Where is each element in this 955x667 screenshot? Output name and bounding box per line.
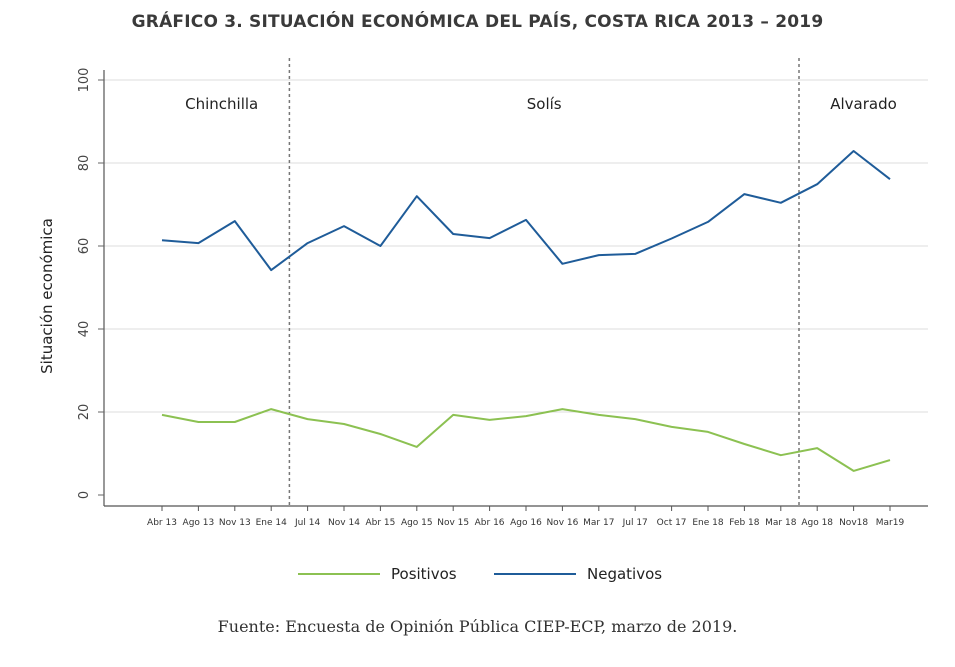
x-tick-label: Mar 18 bbox=[765, 518, 797, 528]
axes bbox=[103, 70, 928, 507]
x-tick-label: Feb 18 bbox=[729, 518, 760, 528]
gridlines bbox=[104, 79, 928, 413]
legend-label: Positivos bbox=[391, 565, 457, 583]
period-label: Alvarado bbox=[830, 95, 897, 113]
y-axis-title: Situación económica bbox=[38, 218, 56, 374]
x-tick-label: Abr 13 bbox=[147, 518, 177, 528]
y-tick-label: 40 bbox=[77, 321, 92, 338]
x-tick-label: Nov 15 bbox=[437, 518, 469, 528]
x-tick-label: Ene 18 bbox=[692, 518, 724, 528]
x-tick-label: Ago 18 bbox=[801, 518, 833, 528]
x-tick-label: Nov 14 bbox=[328, 518, 360, 528]
x-tick-label: Oct 17 bbox=[657, 518, 687, 528]
x-tick-label: Mar19 bbox=[876, 518, 905, 528]
x-tick-label: Jul 14 bbox=[294, 518, 320, 528]
series-line-positivos bbox=[161, 408, 891, 472]
source-note: Fuente: Encuesta de Opinión Pública CIEP… bbox=[217, 617, 738, 636]
x-tick-label: Nov18 bbox=[839, 518, 868, 528]
x-tick-label: Abr 16 bbox=[475, 518, 505, 528]
y-tick-label: 80 bbox=[77, 155, 92, 172]
period-label: Solís bbox=[527, 95, 562, 113]
x-tick-label: Abr 15 bbox=[365, 518, 395, 528]
y-tick-label: 60 bbox=[77, 238, 92, 255]
y-tick-label: 20 bbox=[77, 404, 92, 421]
line-chart: 0 20 40 60 80 100 Abr 13 Ago 13 Nov 13 Ene 14 Jul… bbox=[38, 58, 928, 583]
series-lines bbox=[161, 150, 891, 472]
x-tick-label: Ene 14 bbox=[256, 518, 288, 528]
x-ticks: Abr 13 Ago 13 Nov 13 Ene 14 Jul 14 Nov 14 Abr … bbox=[147, 506, 904, 528]
y-tick-label: 0 bbox=[77, 491, 92, 499]
legend: Positivos Negativos bbox=[298, 565, 662, 583]
x-tick-label: Nov 13 bbox=[219, 518, 251, 528]
y-ticks: 0 20 40 60 80 100 bbox=[77, 68, 104, 499]
x-tick-label: Nov 16 bbox=[546, 518, 578, 528]
x-tick-label: Ago 15 bbox=[401, 518, 433, 528]
y-tick-label: 100 bbox=[77, 68, 92, 93]
series-line-negativos bbox=[161, 150, 891, 272]
x-tick-label: Mar 17 bbox=[583, 518, 614, 528]
x-tick-label: Jul 17 bbox=[622, 518, 648, 528]
period-label: Chinchilla bbox=[185, 95, 258, 113]
period-dividers bbox=[288, 58, 800, 506]
x-tick-label: Ago 16 bbox=[510, 518, 542, 528]
period-labels: Chinchilla Solís Alvarado bbox=[185, 95, 897, 113]
chart-title: GRÁFICO 3. SITUACIÓN ECONÓMICA DEL PAÍS,… bbox=[131, 12, 824, 32]
x-tick-label: Ago 13 bbox=[183, 518, 215, 528]
legend-label: Negativos bbox=[587, 565, 662, 583]
